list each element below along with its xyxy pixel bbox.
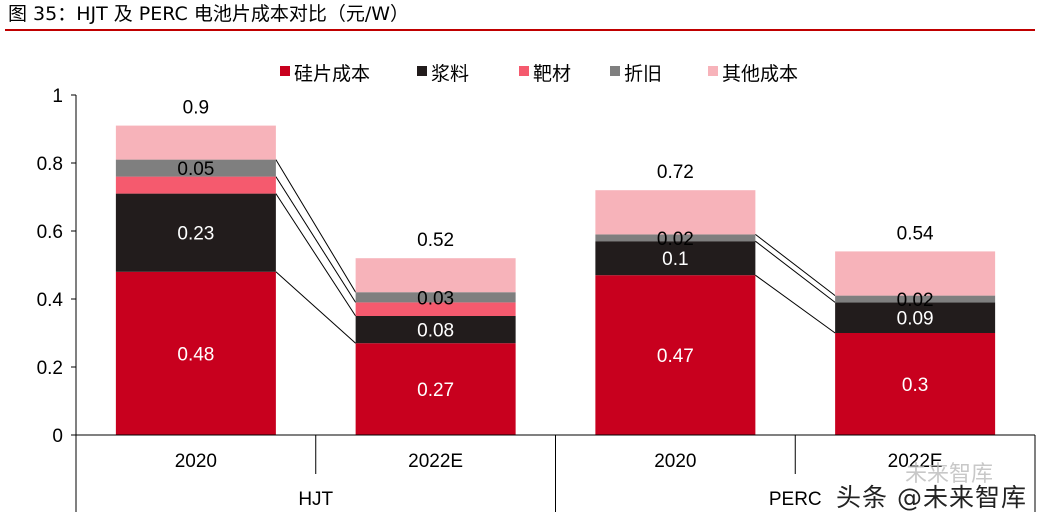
bar-segment-target-1 <box>355 302 516 316</box>
bar-segment-other-3 <box>835 251 996 296</box>
bar-segment-target-0 <box>115 176 276 194</box>
watermark-text: 头条 @未来智库 <box>836 483 1027 512</box>
bar-segment-paste-2 <box>595 241 756 276</box>
y-tick-label-0: 0 <box>52 426 63 447</box>
data-label-silicon-2: 0.47 <box>657 346 694 367</box>
bar-segment-paste-1 <box>355 316 516 344</box>
x-group-label-perc: PERC <box>769 489 822 510</box>
data-label-paste-0: 0.23 <box>177 224 214 245</box>
axes: 0 0.2 0.4 0.6 0.8 1 2020 2022E 2020 2022E HJT PERC <box>37 86 1036 512</box>
y-tick-label-4: 0.8 <box>37 154 63 175</box>
connector-line-1-4 <box>755 234 836 296</box>
data-label-paste-1: 0.08 <box>417 321 454 342</box>
connector-lines <box>275 159 836 344</box>
bar-segment-depreciation-2 <box>595 234 756 242</box>
bar-segment-paste-3 <box>835 302 996 333</box>
title-rule <box>5 29 1035 31</box>
data-label-silicon-0: 0.48 <box>177 344 214 365</box>
total-label-2: 0.72 <box>657 162 694 183</box>
y-tick-label-2: 0.4 <box>37 290 64 311</box>
x-tick-label-0: 2020 <box>175 451 217 472</box>
data-label-paste-3: 0.09 <box>897 309 934 330</box>
total-label-0: 0.9 <box>183 98 209 119</box>
total-label-1: 0.52 <box>417 230 454 251</box>
legend-label-target: 靶材 <box>533 63 571 85</box>
bars <box>115 125 996 435</box>
bar-segment-other-0 <box>115 125 276 160</box>
y-tick-label-3: 0.6 <box>37 222 63 243</box>
legend-swatch-paste <box>417 66 427 76</box>
connector-line-0-2 <box>275 193 357 317</box>
connector-line-1-1 <box>755 274 836 334</box>
legend-label-paste: 浆料 <box>431 63 469 85</box>
legend-swatch-target <box>519 66 529 76</box>
data-labels: 0.480.230.050.90.270.080.030.520.470.10.… <box>177 98 934 402</box>
bar-segment-paste-0 <box>115 193 276 272</box>
data-label-depreciation-1: 0.03 <box>417 288 454 309</box>
legend: 硅片成本 浆料 靶材 折旧 其他成本 <box>280 63 798 85</box>
connector-line-0-1 <box>275 271 356 344</box>
x-tick-label-3: 2022E <box>888 451 943 472</box>
connector-line-1-3 <box>755 240 836 303</box>
legend-label-depreciation: 折旧 <box>624 63 662 85</box>
data-label-depreciation-2: 0.02 <box>657 229 694 250</box>
bar-segment-other-2 <box>595 190 756 235</box>
y-tick-label-1: 0.2 <box>37 358 63 379</box>
data-label-depreciation-3: 0.02 <box>897 290 934 311</box>
x-group-label-hjt: HJT <box>298 489 333 510</box>
bar-segment-silicon-0 <box>115 271 276 435</box>
bar-segment-depreciation-3 <box>835 295 996 303</box>
total-label-3: 0.54 <box>897 223 934 244</box>
data-label-silicon-1: 0.27 <box>417 380 454 401</box>
y-tick-label-5: 1 <box>52 86 63 107</box>
legend-swatch-silicon <box>280 66 290 76</box>
figure-title: 图 35：HJT 及 PERC 电池片成本对比（元/W） <box>8 3 410 25</box>
bar-segment-silicon-3 <box>835 333 996 435</box>
legend-label-silicon: 硅片成本 <box>294 63 370 85</box>
legend-swatch-other <box>708 66 718 76</box>
x-tick-label-2: 2020 <box>654 451 696 472</box>
legend-label-other: 其他成本 <box>722 63 798 85</box>
bar-segment-other-1 <box>355 258 516 293</box>
connector-line-0-4 <box>275 159 357 293</box>
data-label-depreciation-0: 0.05 <box>177 159 214 180</box>
bar-segment-depreciation-0 <box>115 159 276 177</box>
data-label-silicon-3: 0.3 <box>902 375 928 396</box>
connector-line-0-3 <box>275 176 357 303</box>
bar-segment-depreciation-1 <box>355 292 516 303</box>
bar-segment-silicon-1 <box>355 343 516 435</box>
watermark-ghost-text: 未来智库 <box>905 462 994 487</box>
data-label-paste-2: 0.1 <box>662 249 688 270</box>
x-tick-label-1: 2022E <box>408 451 463 472</box>
bar-segment-silicon-2 <box>595 275 756 435</box>
legend-swatch-depreciation <box>610 66 620 76</box>
